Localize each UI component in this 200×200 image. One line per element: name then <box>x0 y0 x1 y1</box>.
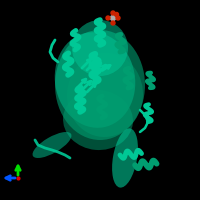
Circle shape <box>110 16 116 21</box>
Ellipse shape <box>63 90 133 150</box>
Ellipse shape <box>112 128 138 188</box>
Ellipse shape <box>72 20 128 76</box>
Circle shape <box>106 16 110 20</box>
Ellipse shape <box>33 132 71 158</box>
Circle shape <box>115 12 119 16</box>
Ellipse shape <box>67 53 143 137</box>
Ellipse shape <box>55 32 135 128</box>
Circle shape <box>111 21 115 25</box>
Circle shape <box>111 11 115 15</box>
Circle shape <box>116 16 120 20</box>
Ellipse shape <box>55 30 145 140</box>
